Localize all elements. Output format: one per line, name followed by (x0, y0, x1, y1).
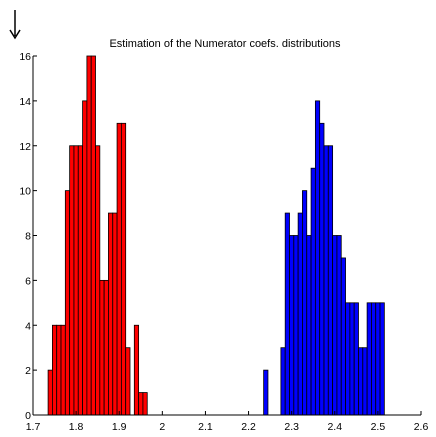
y-tick-label: 4 (25, 320, 31, 332)
histogram-bar (310, 167, 316, 416)
histogram-bar (82, 100, 88, 416)
histogram-bar (332, 235, 338, 416)
x-tick-label: 2.1 (198, 421, 213, 433)
histogram-bar (112, 212, 118, 416)
histogram-bar (353, 302, 359, 416)
histogram-bar (358, 347, 364, 416)
x-tick-label: 2.6 (414, 421, 429, 433)
y-tick-label: 0 (25, 410, 31, 422)
histogram-bar (323, 145, 329, 416)
histogram-bar (60, 324, 66, 416)
y-tick-label: 10 (19, 186, 31, 198)
x-tick-label: 2.5 (371, 421, 386, 433)
arrow-down-icon (9, 10, 21, 40)
y-tick-label: 8 (25, 231, 31, 243)
chart-title: Estimation of the Numerator coefs. distr… (109, 38, 341, 50)
histogram-bar (336, 235, 342, 416)
histogram-bar (95, 145, 101, 416)
histogram-bar (327, 145, 334, 416)
x-tick-label: 1.7 (26, 421, 41, 433)
x-tick-label: 2.3 (284, 421, 299, 433)
histogram-bar (293, 235, 299, 416)
histogram-bar (362, 347, 368, 416)
histogram-bar (133, 324, 140, 416)
histogram-bar (103, 279, 109, 416)
y-tick-label: 6 (25, 275, 31, 287)
histogram-bar (52, 324, 58, 416)
histogram-bar (297, 212, 303, 416)
histogram-bar (108, 212, 114, 416)
histogram-bar (90, 55, 96, 416)
x-tick-label: 2.4 (327, 421, 342, 433)
histogram-bar (56, 324, 62, 416)
histogram-bar (379, 302, 385, 416)
histogram-bar (142, 392, 148, 416)
x-tick-label: 2.2 (241, 421, 256, 433)
x-tick-label: 1.9 (112, 421, 127, 433)
histogram-bar (366, 302, 372, 416)
y-tick-label: 14 (19, 96, 31, 108)
histogram-bar (314, 100, 321, 416)
ticks-layer: 1.7 1.8 1.9 2 2.1 2.2 2.3 2.4 2.5 2.6 0 2 4 6 8 10 12 14 1… (19, 51, 428, 433)
histogram-bar (340, 257, 346, 416)
y-tick-label: 2 (25, 365, 31, 377)
histogram-bar (345, 302, 351, 416)
histogram-bar (69, 145, 75, 416)
histogram-bar (284, 212, 290, 416)
histogram-bar (306, 235, 312, 416)
histogram-bar (375, 302, 381, 416)
histogram-bar (116, 122, 122, 416)
histogram-bar (120, 122, 127, 416)
y-tick-label: 12 (19, 141, 31, 153)
histogram-bar (77, 145, 83, 416)
histogram-bar (289, 235, 295, 416)
histogram-bar (263, 369, 269, 416)
histogram-bar (349, 302, 355, 416)
x-tick-label: 1.8 (69, 421, 84, 433)
histogram-bar (86, 55, 92, 416)
histogram-bar (302, 190, 308, 416)
histogram-bar (371, 302, 377, 416)
histogram-bar (319, 122, 325, 416)
histogram-bar (47, 369, 53, 416)
y-tick-label: 16 (19, 51, 31, 63)
histogram-bar (138, 392, 144, 416)
histogram-bar (280, 347, 286, 416)
histogram-bar (99, 279, 105, 416)
histogram-bar (73, 145, 79, 416)
x-tick-label: 2 (159, 421, 165, 433)
histogram-bar (64, 190, 71, 416)
histogram-bar (125, 347, 131, 416)
